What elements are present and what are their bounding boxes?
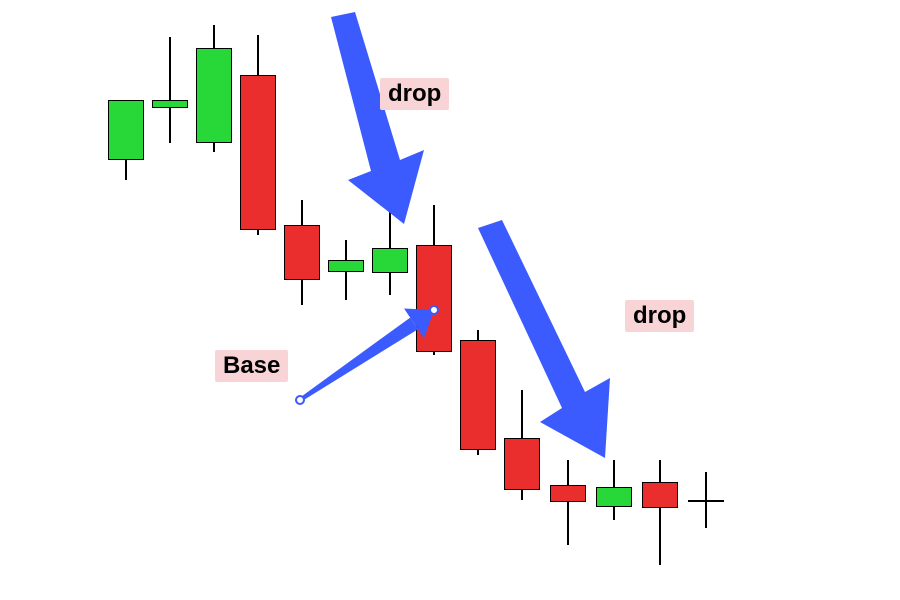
drop2-arrow [478,220,610,458]
candle-body-down [240,75,276,230]
candle-wick [567,460,569,545]
candle-wick [659,460,661,565]
drop1-label: drop [380,78,449,110]
candle-body-up [596,487,632,507]
drop2-label: drop [625,300,694,332]
candle-body-down [550,485,586,502]
candle-body-up [152,100,188,108]
base-arrow-shaft [299,318,418,402]
base-label: Base [215,350,288,382]
candle-body-up [372,248,408,273]
candle-wick [169,37,171,143]
candle-body-down [642,482,678,508]
candle-body-down [416,245,452,352]
candle-wick [389,190,391,295]
base-arrow-tail-dot [296,396,304,404]
candle-body-down [460,340,496,450]
drop1-arrow [331,12,424,224]
candle-body-up [196,48,232,143]
candle-body-down [504,438,540,490]
candle-body-down [688,500,724,502]
candle-body-down [284,225,320,280]
candle-body-up [108,100,144,160]
candle-body-up [328,260,364,272]
